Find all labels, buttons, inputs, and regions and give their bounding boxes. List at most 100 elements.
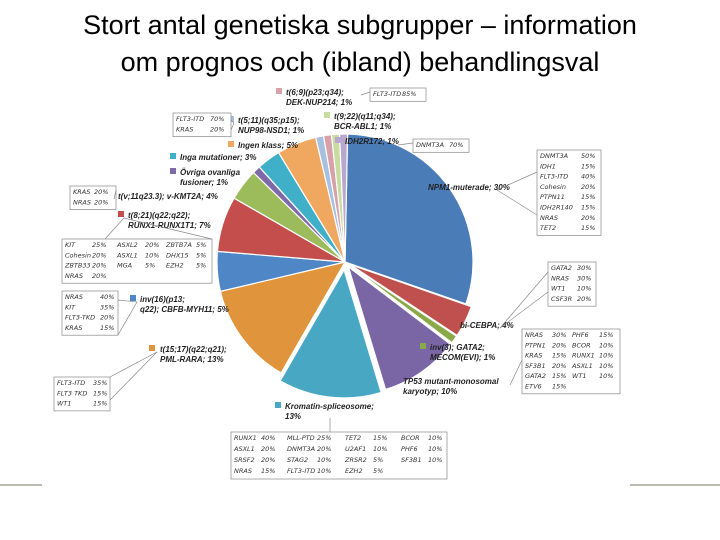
annotation-box: [547, 261, 597, 307]
annotation-cell: 15%: [552, 372, 566, 380]
connector-line: [230, 122, 235, 131]
annotation-cell: FLT3-ITD: [373, 90, 401, 98]
legend-swatch: [335, 137, 341, 143]
annotation-cell: NRAS: [540, 214, 558, 222]
slice-label: BCR-ABL1; 1%: [334, 122, 391, 131]
page-title-line2: om prognos och (ibland) behandlingsval: [120, 47, 600, 77]
annotation-cell: KIT: [65, 303, 76, 311]
pie-slice: [338, 133, 349, 263]
annotation-cell: 35%: [93, 379, 107, 387]
annotation-cell: 70%: [449, 141, 463, 149]
annotation-box: [69, 185, 117, 210]
legend-swatch: [118, 211, 124, 217]
connector-line: [360, 91, 371, 96]
annotation-cell: ZRSR2: [344, 456, 367, 464]
legend-swatch: [276, 88, 282, 94]
annotation-cell: PTPN1: [525, 341, 546, 349]
annotation-cell: 15%: [599, 331, 613, 339]
connector-line: [104, 217, 125, 240]
annotation-cell: 15%: [581, 162, 595, 170]
annotation-cell: 30%: [577, 264, 591, 272]
annotation-cell: IDH2R140: [540, 204, 573, 212]
annotation-cell: BCOR: [572, 341, 591, 349]
pie-slice: [219, 261, 347, 374]
annotation-cell: EZH2: [166, 262, 184, 270]
legend-swatch: [228, 141, 234, 147]
annotation-cell: 15%: [93, 389, 107, 397]
annotation-cell: GATA2: [525, 372, 546, 380]
annotation-cell: NRAS: [65, 272, 83, 280]
legend-swatch: [324, 112, 330, 118]
connector-line: [117, 301, 138, 336]
annotation-cell: 20%: [581, 183, 595, 191]
annotation-cell: BCOR: [401, 434, 420, 442]
annotation-box: [369, 87, 427, 102]
slice-label: t(5;11)(q35;p15);: [238, 116, 300, 125]
annotation-cell: 25%: [317, 434, 331, 442]
connector-line: [499, 291, 549, 329]
pie-slice: [350, 264, 473, 337]
annotation-cell: 20%: [94, 188, 108, 196]
annotation-cell: DHX15: [166, 251, 189, 259]
connector-line: [499, 271, 549, 329]
annotation-cell: FLT3-TKD: [65, 314, 95, 322]
slice-label: RUNX1-RUNX1T1; 7%: [128, 221, 211, 230]
annotation-cell: FLT3 TKD: [57, 389, 87, 397]
annotation-cell: GATA2: [551, 264, 572, 272]
annotation-cell: 30%: [552, 331, 566, 339]
annotation-cell: 20%: [210, 125, 224, 133]
annotation-box: [230, 431, 448, 480]
annotation-cell: 15%: [100, 324, 114, 332]
annotation-cell: WT1: [551, 285, 566, 293]
annotation-box: [61, 290, 119, 336]
annotation-cell: MGA: [117, 262, 132, 270]
slice-label: 13%: [285, 412, 301, 421]
connector-line: [123, 217, 213, 240]
annotation-cell: DNMT3A: [416, 141, 444, 149]
annotation-cell: DNMT3A: [287, 445, 315, 453]
annotation-cell: 10%: [145, 251, 159, 259]
annotation-cell: 20%: [92, 272, 106, 280]
annotation-cell: 20%: [94, 198, 108, 206]
annotation-cell: 35%: [100, 303, 114, 311]
page-title-line1: Stort antal genetiska subgrupper – infor…: [83, 10, 637, 40]
annotation-cell: 5%: [373, 467, 383, 475]
annotation-cell: 30%: [577, 274, 591, 282]
annotation-cell: NRAS: [525, 331, 543, 339]
annotation-cell: 5%: [196, 251, 206, 259]
slice-label: DEK-NUP214; 1%: [286, 98, 352, 107]
annotation-box: [53, 376, 111, 412]
annotation-cell: ETV6: [525, 383, 542, 391]
annotation-cell: PHF6: [401, 445, 418, 453]
annotation-cell: NRAS: [551, 274, 569, 282]
slice-label: karyotyp; 10%: [403, 387, 457, 396]
annotation-cell: 20%: [261, 456, 275, 464]
annotation-cell: SF3B1: [525, 362, 546, 370]
annotation-cell: 20%: [552, 341, 566, 349]
annotation-cell: 70%: [210, 115, 224, 123]
slice-label: TP53 mutant-monosomal: [403, 377, 499, 386]
annotation-cell: FLT3-ITD: [176, 115, 204, 123]
connector-line: [109, 351, 158, 401]
annotation-cell: NRAS: [234, 467, 252, 475]
legend-swatch: [130, 295, 136, 301]
annotation-cell: SF3B1: [401, 456, 422, 464]
legend-swatch: [393, 377, 399, 383]
slice-label: q22); CBFB-MYH11; 5%: [140, 305, 229, 314]
annotation-box: [61, 238, 213, 284]
annotation-box: [521, 328, 621, 395]
annotation-cell: 10%: [317, 456, 331, 464]
annotation-cell: 40%: [100, 293, 114, 301]
annotation-cell: FLT3-ITD: [57, 379, 85, 387]
annotation-cell: Cohesin: [540, 183, 566, 191]
annotation-cell: WT1: [57, 400, 72, 408]
annotation-cell: FLT3-ITD: [287, 467, 315, 475]
annotation-cell: NRAS: [73, 198, 91, 206]
annotation-cell: 15%: [581, 193, 595, 201]
annotation-cell: KIT: [65, 241, 76, 249]
slice-label: t(8;21)(q22;q22);: [128, 211, 191, 220]
annotation-cell: 15%: [552, 383, 566, 391]
slice-label: inv(3); GATA2;: [430, 343, 485, 352]
annotation-cell: 10%: [599, 341, 613, 349]
